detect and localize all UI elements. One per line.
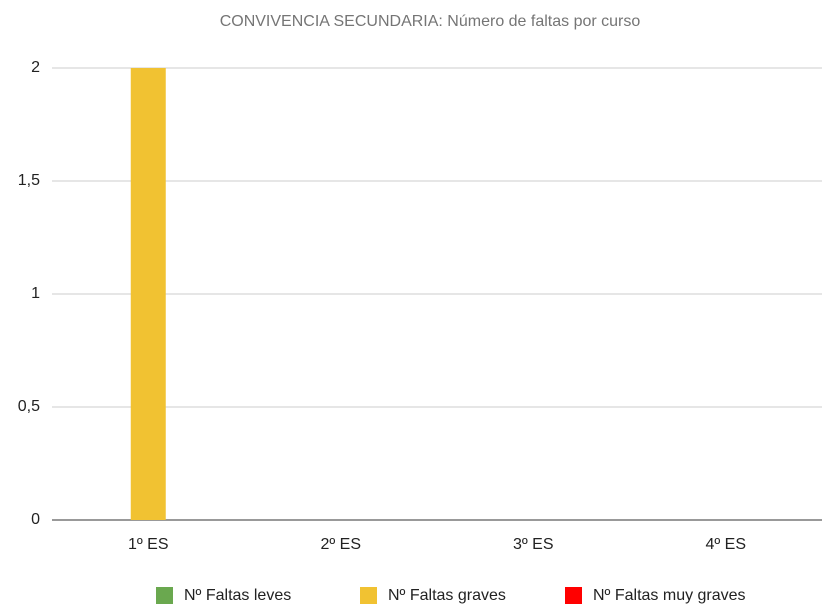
legend-label: Nº Faltas muy graves	[593, 587, 746, 604]
legend-swatch	[156, 587, 173, 604]
y-tick-label: 2	[31, 59, 40, 76]
x-tick-label: 2º ES	[320, 536, 361, 553]
x-tick-label: 1º ES	[128, 536, 169, 553]
x-tick-label: 3º ES	[513, 536, 554, 553]
y-tick-label: 1	[31, 285, 40, 302]
legend-swatch	[360, 587, 377, 604]
legend-label: Nº Faltas leves	[184, 587, 291, 604]
x-tick-label: 4º ES	[705, 536, 746, 553]
y-tick-label: 1,5	[18, 172, 40, 189]
legend-label: Nº Faltas graves	[388, 587, 506, 604]
bar	[130, 68, 166, 520]
y-tick-label: 0,5	[18, 398, 40, 415]
chart-title: CONVIVENCIA SECUNDARIA: Número de faltas…	[220, 13, 641, 30]
y-tick-label: 0	[31, 511, 40, 528]
legend-swatch	[565, 587, 582, 604]
